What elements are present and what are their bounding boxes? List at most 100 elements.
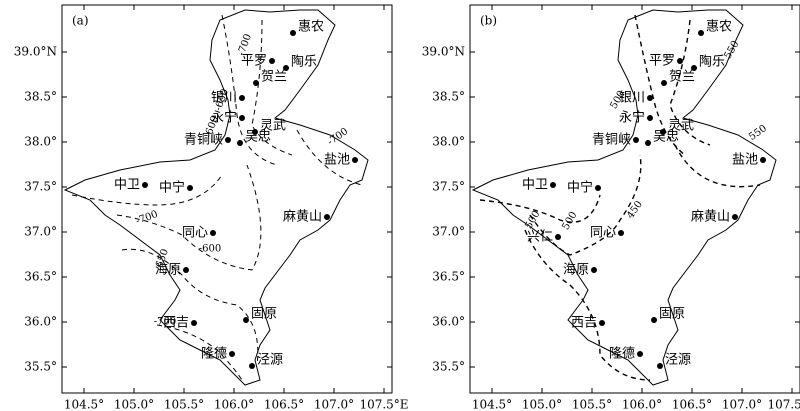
- panel-frame: [61, 4, 393, 394]
- y-tick-label: 39.0°N: [422, 45, 465, 59]
- contour-label: 550: [747, 123, 769, 143]
- station-dot: [269, 58, 275, 64]
- station-name: 同心: [590, 226, 616, 241]
- y-tick-label: 36.0°: [432, 315, 465, 329]
- station-name: 中卫: [114, 178, 140, 193]
- station-name: 贺兰: [261, 70, 287, 85]
- station-name: 永宁: [211, 110, 237, 126]
- station-dot: [637, 351, 643, 357]
- x-tick-label: 105.5°: [164, 398, 204, 411]
- station-dot: [229, 351, 235, 357]
- contour-label: -700: [154, 317, 176, 328]
- x-tick-label: 107.5°E: [767, 398, 800, 411]
- station-dot: [591, 267, 597, 273]
- station-dot: [645, 140, 651, 146]
- station-name: 平罗: [241, 54, 267, 69]
- station-dot: [183, 267, 189, 273]
- station-dot: [239, 115, 245, 121]
- station-dot: [243, 317, 249, 323]
- station-dot: [698, 30, 704, 36]
- contour-line: [669, 19, 711, 146]
- x-tick-label: 106.5°: [264, 398, 304, 411]
- station-dot: [677, 58, 683, 64]
- station-dot: [595, 185, 601, 191]
- y-tick-label: 36.5°: [24, 270, 57, 284]
- station-name: 灵武: [260, 119, 286, 134]
- station-dot: [239, 95, 245, 101]
- station-name: 永宁: [619, 110, 645, 126]
- station-name: 中宁: [567, 180, 593, 196]
- station-name: 银川: [211, 91, 237, 106]
- station-dot: [253, 80, 259, 86]
- contour-label: -600: [199, 244, 221, 255]
- contour-line: [296, 129, 363, 186]
- station-name: 青铜峡: [592, 133, 631, 148]
- contour-label: 450: [625, 199, 645, 221]
- station-name: 惠农: [298, 20, 324, 35]
- y-tick-label: 38.5°: [24, 90, 57, 104]
- station-dot: [599, 320, 605, 326]
- x-tick-label: 105.0°: [114, 398, 154, 411]
- station-dot: [142, 182, 148, 188]
- station-name: 盐池: [732, 153, 758, 168]
- station-name: 麻黄山: [283, 210, 322, 225]
- station-name: 灵武: [668, 119, 694, 134]
- station-dot: [647, 95, 653, 101]
- y-tick-label: 36.0°: [24, 315, 57, 329]
- y-tick-label: 39.0°N: [14, 45, 57, 59]
- station-name: 固原: [251, 307, 277, 322]
- map-panel: (b) 104.5° 105.0° 105.5° 106.0° 106.5° 107.0° 1…: [422, 4, 800, 411]
- x-tick-label: 104.5°: [64, 398, 104, 411]
- panel-frame: [469, 4, 800, 394]
- station-name: 隆德: [609, 347, 635, 362]
- station-name: 泾源: [665, 353, 691, 368]
- station-dot: [633, 137, 639, 143]
- y-tick-label: 36.5°: [432, 270, 465, 284]
- y-tick-label: 38.5°: [432, 90, 465, 104]
- station-dot: [691, 65, 697, 71]
- x-tick-label: 107.0°: [722, 398, 762, 411]
- station-name: 陶乐: [699, 54, 725, 70]
- y-tick-label: 38.0°: [24, 135, 57, 149]
- station-name: 中卫: [522, 178, 548, 193]
- map-panel: (a) 104.5° 105.0° 105.5° 106.0° 106.5° 107.0° 1…: [14, 4, 409, 411]
- contour-label: 550: [722, 39, 741, 61]
- x-tick-label: 107.5°E: [359, 398, 408, 411]
- station-dot: [290, 30, 296, 36]
- station-dot: [237, 140, 243, 146]
- station-name: 青铜峡: [184, 133, 223, 148]
- station-dot: [760, 157, 766, 163]
- station-dot: [647, 115, 653, 121]
- station-dot: [657, 363, 663, 369]
- contour-line: [116, 164, 262, 271]
- station-name: 吴忠: [245, 130, 271, 145]
- station-name: 贺兰: [669, 70, 695, 85]
- contour-line: [251, 19, 293, 156]
- station-dot: [550, 182, 556, 188]
- x-tick-label: 105.5°: [572, 398, 612, 411]
- x-tick-label: 106.0°: [214, 398, 254, 411]
- station-dot: [555, 234, 561, 240]
- station-dot: [225, 137, 231, 143]
- station-name: 隆德: [201, 347, 227, 362]
- station-dot: [732, 214, 738, 220]
- station-name: 西吉: [571, 316, 597, 331]
- contour-line: [121, 248, 259, 366]
- panel-label: (b): [480, 14, 497, 28]
- y-tick-label: 37.0°: [432, 225, 465, 239]
- x-tick-label: 106.5°: [672, 398, 712, 411]
- station-name: 平罗: [649, 54, 675, 69]
- contour-line: [71, 174, 223, 206]
- station-dot: [249, 363, 255, 369]
- station-name: 盐池: [324, 153, 350, 168]
- station-name: 固原: [659, 307, 685, 322]
- region-boundary: [471, 9, 777, 386]
- region-boundary: [63, 9, 369, 386]
- y-tick-label: 35.5°: [432, 360, 465, 374]
- station-name: 海原: [155, 263, 181, 278]
- x-tick-label: 107.0°: [314, 398, 354, 411]
- contour-label: 500: [523, 209, 542, 231]
- station-name: 吴忠: [653, 130, 679, 145]
- station-dot: [352, 157, 358, 163]
